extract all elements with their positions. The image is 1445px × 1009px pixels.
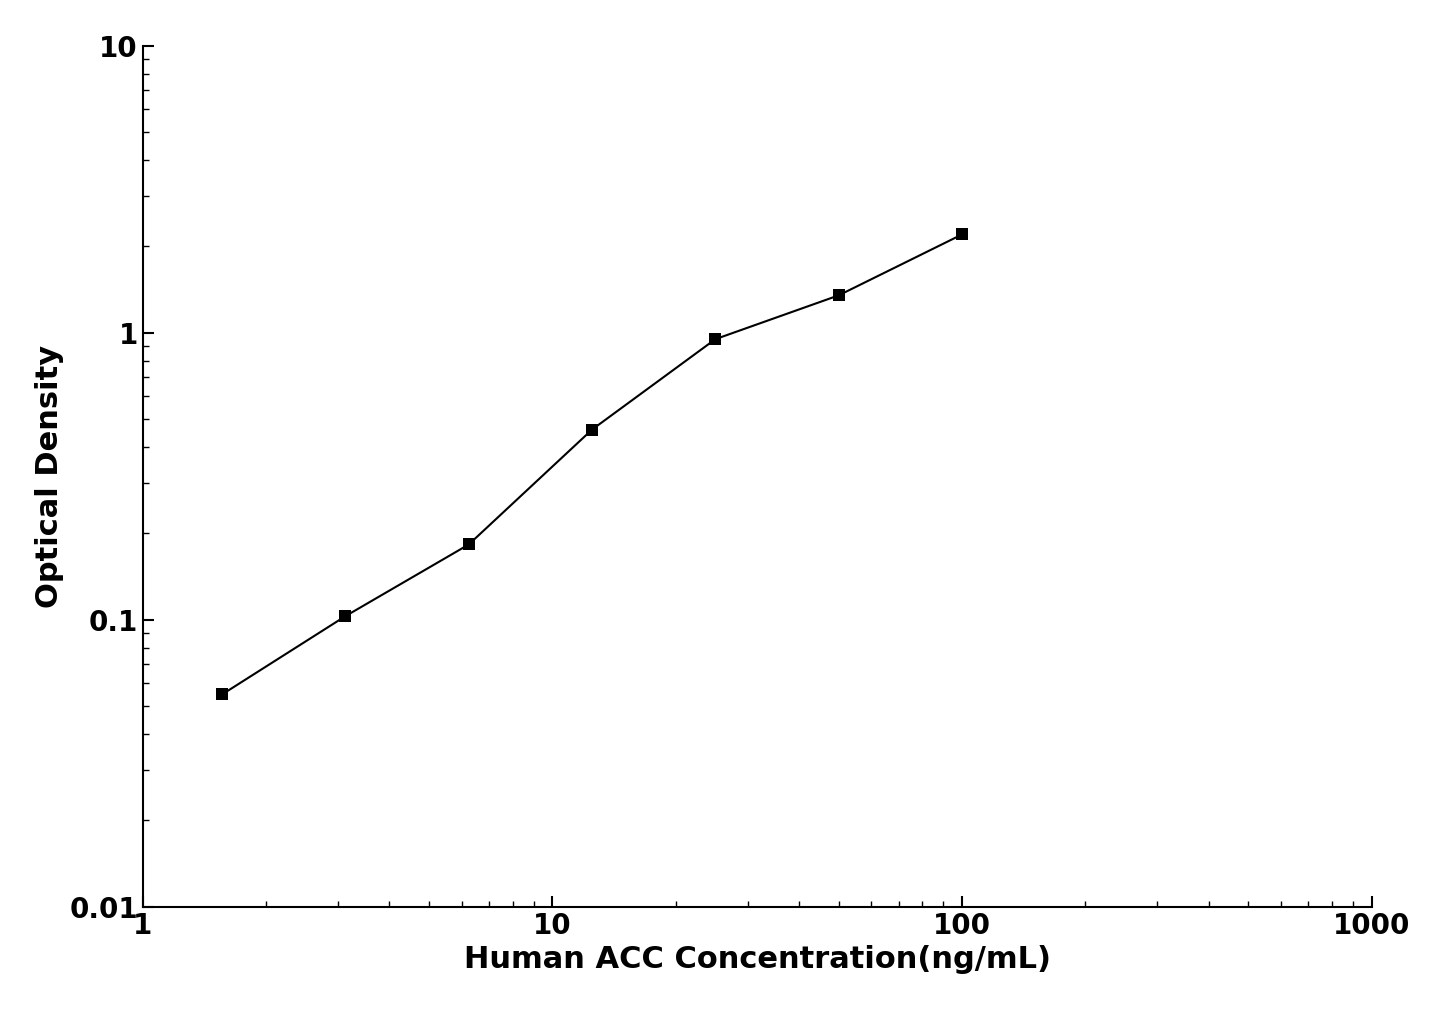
- Point: [581, 422, 604, 438]
- Point: [704, 331, 727, 347]
- Point: [334, 608, 357, 625]
- Point: [457, 537, 480, 553]
- Point: [951, 226, 974, 242]
- X-axis label: Human ACC Concentration(ng/mL): Human ACC Concentration(ng/mL): [464, 945, 1051, 975]
- Point: [211, 686, 234, 702]
- Y-axis label: Optical Density: Optical Density: [35, 345, 64, 607]
- Point: [827, 288, 850, 304]
